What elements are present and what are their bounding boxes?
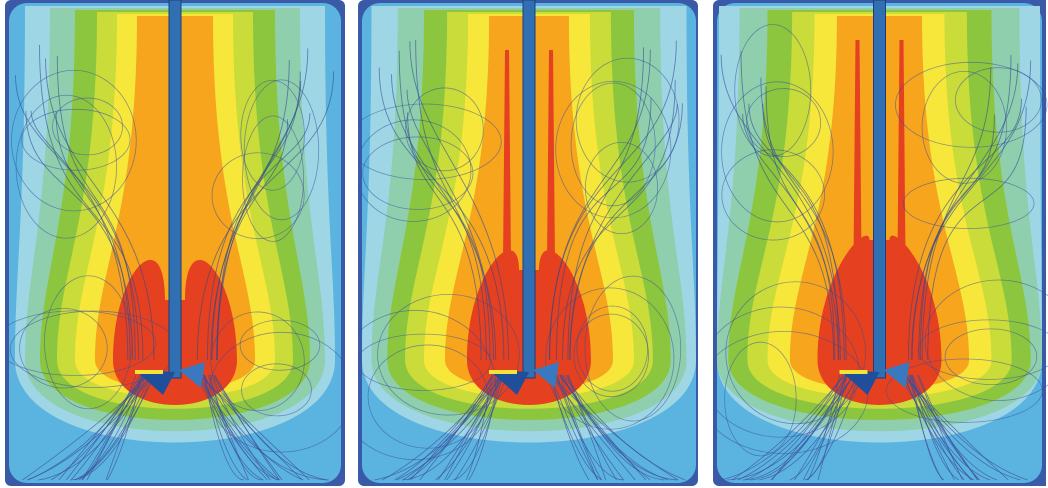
shaft [169, 0, 181, 378]
simulation-panel [0, 0, 354, 486]
flow-simulation-images [0, 0, 1048, 488]
shaft [874, 0, 886, 378]
impeller-hub [489, 370, 517, 374]
impeller-hub [840, 370, 868, 374]
page: (() => { const svg = document.getElement… [0, 0, 1048, 488]
impeller-hub [135, 370, 163, 374]
simulation-panel [335, 0, 700, 486]
shaft [523, 0, 535, 378]
simulation-panel [699, 0, 1048, 486]
